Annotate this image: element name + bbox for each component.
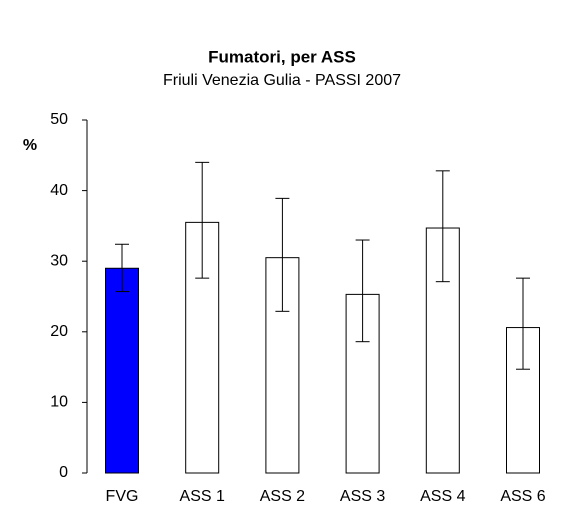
x-tick-label: ASS 6 <box>500 488 545 505</box>
y-tick-label: 50 <box>50 111 68 128</box>
y-tick-label: 20 <box>50 323 68 340</box>
y-axis-label: % <box>23 137 37 154</box>
y-tick-label: 10 <box>50 394 68 411</box>
x-tick-label: ASS 3 <box>340 488 385 505</box>
bar <box>345 293 380 474</box>
x-tick-label: ASS 4 <box>420 488 465 505</box>
x-tick-label: ASS 2 <box>260 488 305 505</box>
chart-title: Fumatori, per ASS <box>208 47 356 66</box>
y-tick-label: 40 <box>50 182 68 199</box>
chart-subtitle: Friuli Venezia Gulia - PASSI 2007 <box>163 72 401 89</box>
x-tick-label: ASS 1 <box>180 488 225 505</box>
x-tick-label: FVG <box>106 488 139 505</box>
bar <box>265 257 300 474</box>
y-tick-label: 0 <box>59 464 68 481</box>
bar <box>105 267 139 474</box>
y-tick-label: 30 <box>50 252 68 269</box>
